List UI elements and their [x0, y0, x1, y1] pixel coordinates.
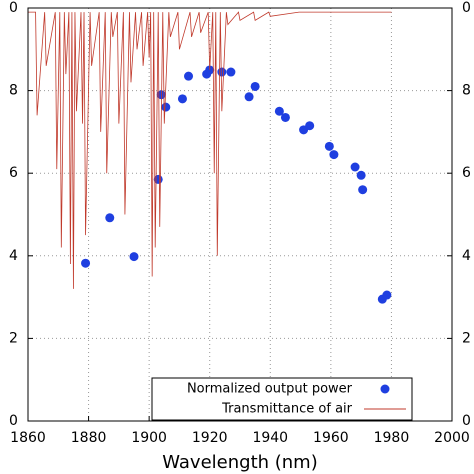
- y-tick-label: 2: [9, 330, 18, 346]
- data-point: [177, 94, 187, 104]
- y-tick-label: 4: [9, 248, 18, 264]
- x-axis-label: Wavelength (nm): [162, 452, 318, 473]
- data-point: [226, 67, 236, 77]
- y2-tick-label: 6: [462, 165, 471, 181]
- transmittance-line: [28, 11, 392, 289]
- legend-label: Normalized output power: [187, 382, 353, 397]
- y2-tick-label: 0: [462, 0, 471, 16]
- data-point: [274, 106, 284, 116]
- data-point: [356, 170, 366, 180]
- y2-tick-label: 0: [462, 413, 471, 429]
- data-point: [250, 81, 260, 91]
- data-point: [324, 141, 334, 151]
- data-point: [81, 258, 91, 268]
- x-tick-label: 1920: [192, 430, 228, 446]
- data-point: [217, 67, 227, 77]
- x-tick-label: 2000: [434, 430, 470, 446]
- data-point: [350, 162, 360, 172]
- data-point: [382, 290, 392, 300]
- data-point: [329, 150, 339, 160]
- x-tick-label: 1900: [131, 430, 167, 446]
- x-tick-label: 1940: [252, 430, 288, 446]
- data-point: [358, 185, 368, 195]
- legend-label: Transmittance of air: [221, 402, 353, 417]
- data-point: [244, 92, 254, 102]
- legend-box: [151, 377, 413, 421]
- data-point: [305, 121, 315, 131]
- y-tick-label: 0: [9, 0, 18, 16]
- data-point: [161, 102, 171, 112]
- data-point: [129, 252, 139, 262]
- x-tick-label: 1860: [10, 430, 46, 446]
- y-tick-label: 6: [9, 165, 18, 181]
- x-tick-label: 1980: [374, 430, 410, 446]
- y-tick-label: 8: [9, 83, 18, 99]
- y2-tick-label: 2: [462, 330, 471, 346]
- x-tick-label: 1880: [71, 430, 107, 446]
- y2-tick-label: 8: [462, 83, 471, 99]
- x-tick-label: 1960: [313, 430, 349, 446]
- y-tick-label: 0: [9, 413, 18, 429]
- data-point: [105, 213, 115, 223]
- data-point: [184, 71, 194, 81]
- legend-marker: [380, 384, 390, 394]
- plot-frame: [27, 7, 453, 422]
- data-point: [280, 112, 290, 122]
- y2-tick-label: 4: [462, 248, 471, 264]
